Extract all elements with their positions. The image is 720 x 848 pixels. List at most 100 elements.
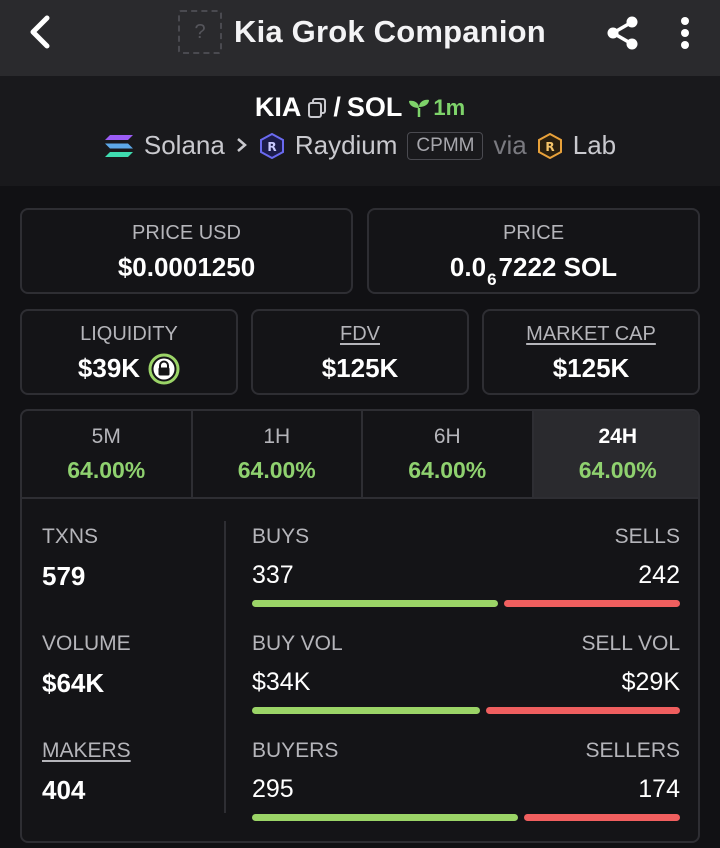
token-image-placeholder: ? <box>178 10 222 54</box>
buy-bar-fill <box>252 600 498 607</box>
chain-link[interactable]: Solana <box>143 130 225 160</box>
chevron-right-icon <box>235 130 249 161</box>
share-icon <box>607 16 638 50</box>
buys-sells-values: 337 242 <box>252 549 680 590</box>
quote-symbol: SOL <box>346 92 403 122</box>
tab-5m[interactable]: 5M 64.00% <box>22 411 193 497</box>
pair-age-value: 1m <box>433 94 466 120</box>
lock-icon[interactable] <box>148 353 180 385</box>
buy-bar-fill <box>252 707 480 714</box>
makers-stat[interactable]: MAKERS 404 <box>42 739 131 806</box>
svg-text:R: R <box>267 140 276 154</box>
volume-label: VOLUME <box>42 632 131 655</box>
sell-vol-value: $29K <box>621 668 680 696</box>
tab-24h[interactable]: 24H 64.00% <box>533 411 698 497</box>
txns-label: TXNS <box>42 525 99 548</box>
raydium-icon: R <box>259 132 285 159</box>
tab-6h[interactable]: 6H 64.00% <box>363 411 534 497</box>
sellers-label: SELLERS <box>585 739 680 762</box>
buys-label: BUYS <box>252 525 310 548</box>
price-suffix: 7222 SOL <box>498 252 618 282</box>
tab-change: 64.00% <box>578 457 657 483</box>
buys-value: 337 <box>252 561 294 589</box>
sell-bar-fill <box>486 707 680 714</box>
page-title: Kia Grok Companion <box>234 14 546 49</box>
liquidity-card: LIQUIDITY $39K <box>20 309 238 395</box>
fdv-value: $125K <box>321 353 399 383</box>
market-cap-value: $125K <box>552 353 630 383</box>
tab-change: 64.00% <box>67 457 146 483</box>
route-line: Solana R Raydium CPMM via R Lab <box>0 130 720 161</box>
tab-label: 5M <box>91 425 121 448</box>
buy-vol-value: $34K <box>252 668 311 696</box>
dex-link[interactable]: Raydium <box>294 130 398 160</box>
via-label: via <box>493 130 527 160</box>
buyers-value: 295 <box>252 775 294 803</box>
price-usd-value: $0.0001250 <box>117 252 256 282</box>
volume-split-bar <box>252 707 680 714</box>
more-menu-button[interactable] <box>668 12 702 54</box>
liquidity-value-wrap: $39K <box>22 353 236 385</box>
buy-vol-label: BUY VOL <box>252 632 343 655</box>
volume-value: $64K <box>42 668 105 698</box>
txn-panel: 5M 64.00% 1H 64.00% 6H 64.00% 24H 64.00%… <box>20 409 700 843</box>
tab-label: 1H <box>263 425 291 448</box>
pair-separator: / <box>333 92 341 122</box>
pair-header: KIA / SOL 1m Solana <box>0 76 720 186</box>
txns-value: 579 <box>42 561 86 591</box>
market-cap-label[interactable]: MARKET CAP <box>526 323 656 345</box>
buy-bar-fill <box>252 814 518 821</box>
timeframe-tabs: 5M 64.00% 1H 64.00% 6H 64.00% 24H 64.00% <box>22 411 698 499</box>
sell-bar-fill <box>504 600 680 607</box>
volume-split-labels: BUY VOL SELL VOL <box>252 632 680 656</box>
back-button[interactable] <box>18 10 62 54</box>
buys-sells-bar <box>252 600 680 607</box>
sells-value: 242 <box>638 561 680 589</box>
copy-icon[interactable] <box>307 97 327 119</box>
buys-sells-labels: BUYS SELLS <box>252 525 680 549</box>
pool-type-badge: CPMM <box>407 131 484 160</box>
sellers-value: 174 <box>638 775 680 803</box>
chevron-left-icon <box>30 15 50 49</box>
seedling-icon <box>409 99 430 117</box>
tab-change: 64.00% <box>237 457 316 483</box>
fdv-label[interactable]: FDV <box>340 323 380 345</box>
price-usd-label: PRICE USD <box>132 222 241 244</box>
sells-label: SELLS <box>614 525 680 548</box>
title-wrap: ? Kia Grok Companion <box>178 10 546 54</box>
svg-text:R: R <box>545 140 554 154</box>
volume-stat: VOLUME $64K <box>42 632 131 699</box>
more-vertical-icon <box>681 17 689 49</box>
liquidity-label: LIQUIDITY <box>80 323 178 345</box>
makers-value: 404 <box>42 775 86 805</box>
app-bar: ? Kia Grok Companion <box>0 0 720 76</box>
launchpad-icon: R <box>537 132 563 159</box>
liquidity-value: $39K <box>77 353 141 383</box>
base-symbol: KIA <box>254 92 302 122</box>
buyers-label: BUYERS <box>252 739 339 762</box>
price-prefix: 0.0 <box>449 252 487 282</box>
sell-bar-fill <box>524 814 680 821</box>
pair-line: KIA / SOL 1m <box>0 92 720 123</box>
column-divider <box>224 521 226 813</box>
launchpad-link[interactable]: Lab <box>572 130 617 160</box>
fdv-card[interactable]: FDV $125K <box>251 309 469 395</box>
buys-sells-stat: BUYS SELLS 337 242 <box>252 525 680 607</box>
volume-split-stat: BUY VOL SELL VOL $34K $29K <box>252 632 680 714</box>
volume-split-values: $34K $29K <box>252 656 680 697</box>
buyers-sellers-labels: BUYERS SELLERS <box>252 739 680 763</box>
market-cap-card[interactable]: MARKET CAP $125K <box>482 309 700 395</box>
price-usd-card: PRICE USD $0.0001250 <box>20 208 353 294</box>
share-button[interactable] <box>602 12 644 54</box>
price-native-card: PRICE 0.0 6 7222 SOL <box>367 208 700 294</box>
txns-stat: TXNS 579 <box>42 525 98 592</box>
pair-age: 1m <box>408 95 465 121</box>
sell-vol-label: SELL VOL <box>581 632 680 655</box>
price-native-value: 0.0 6 7222 SOL <box>369 252 698 289</box>
price-native-label: PRICE <box>502 222 565 244</box>
tab-label: 6H <box>433 425 461 448</box>
buyers-sellers-stat: BUYERS SELLERS 295 174 <box>252 739 680 821</box>
tab-1h[interactable]: 1H 64.00% <box>193 411 363 497</box>
tab-change: 64.00% <box>408 457 487 483</box>
makers-label[interactable]: MAKERS <box>42 739 131 762</box>
